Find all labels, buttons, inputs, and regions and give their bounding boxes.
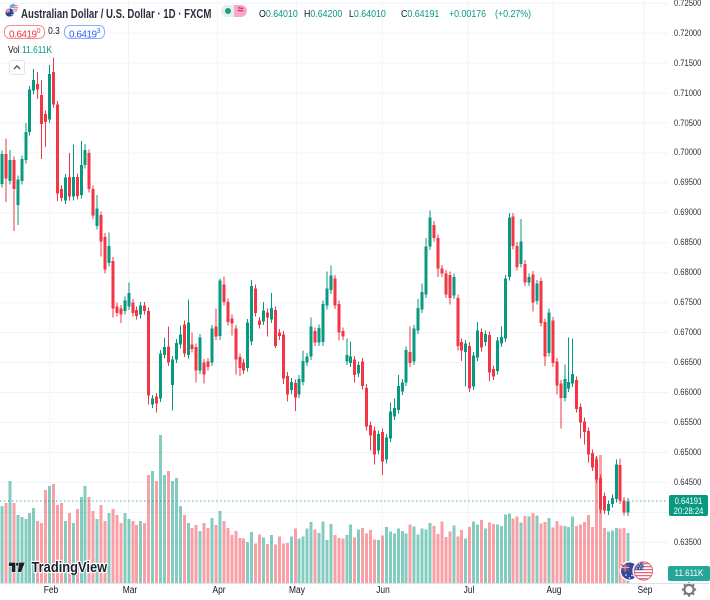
svg-text:TradingView: TradingView: [32, 559, 108, 575]
